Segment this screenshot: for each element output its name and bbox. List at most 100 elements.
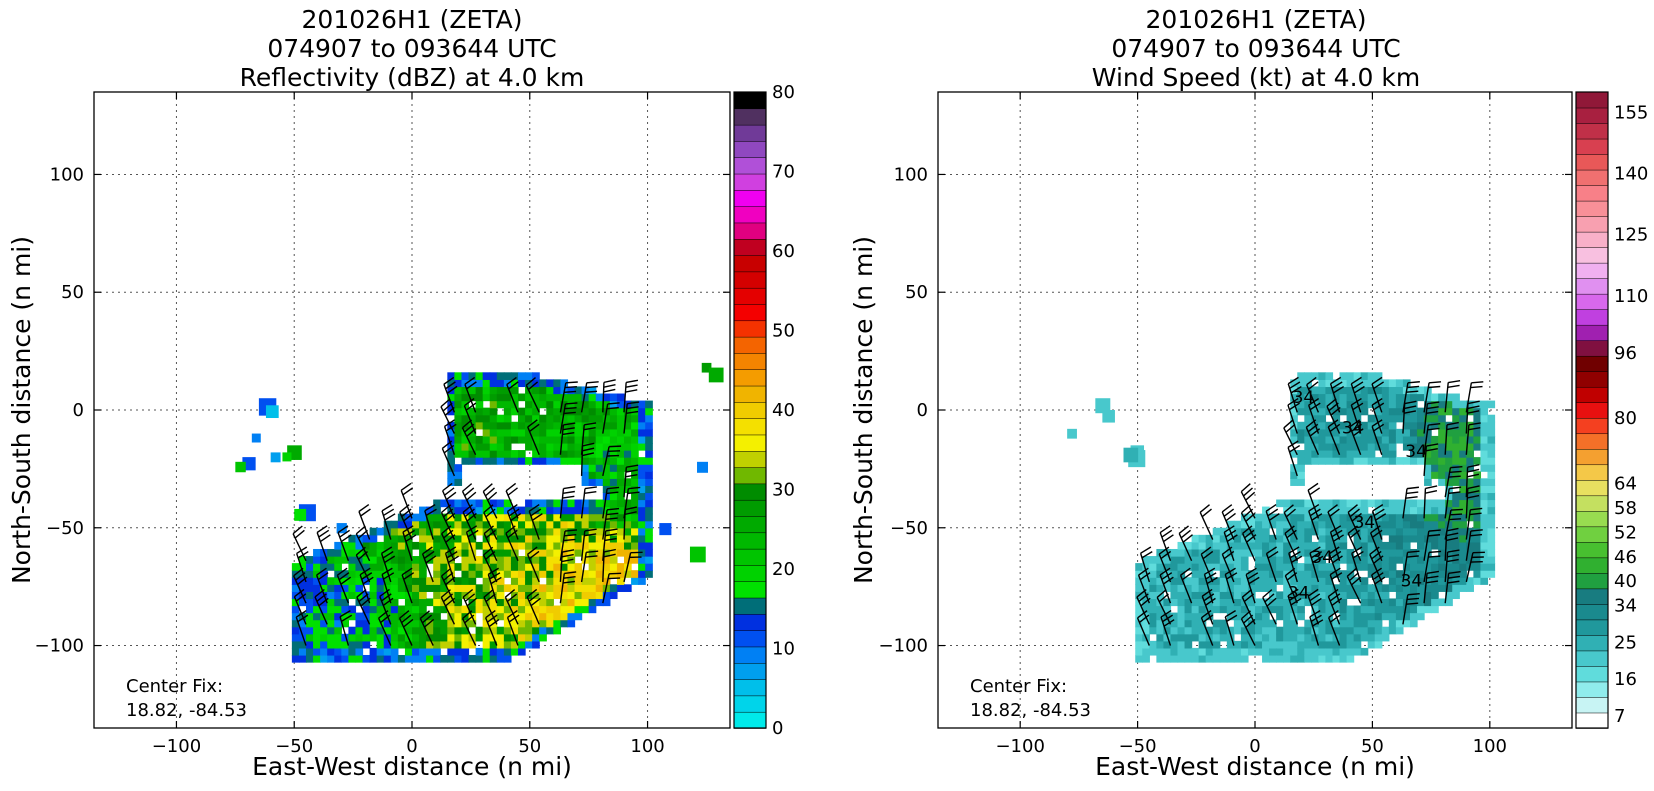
- field-cell: [1431, 591, 1439, 599]
- field-cell: [1438, 415, 1446, 423]
- field-cell: [454, 655, 462, 663]
- field-cell: [1396, 535, 1404, 543]
- field-cell: [461, 570, 469, 578]
- wind-barb-flag: [587, 382, 599, 383]
- field-cell: [1340, 549, 1348, 557]
- field-cell: [327, 563, 335, 571]
- field-cell: [1473, 514, 1481, 522]
- field-cell: [1361, 584, 1369, 592]
- reflectivity-panel: 201026H1 (ZETA) 074907 to 093644 UTC Ref…: [7, 5, 795, 781]
- field-cell: [1297, 429, 1305, 437]
- field-cell: [454, 500, 462, 508]
- field-cell: [645, 535, 653, 543]
- field-cell: [1403, 542, 1411, 550]
- field-cell: [461, 584, 469, 592]
- field-cell: [1213, 584, 1221, 592]
- field-cell: [518, 606, 526, 614]
- field-cell: [645, 478, 653, 486]
- field-cell: [476, 591, 484, 599]
- field-cell: [461, 542, 469, 550]
- field-cell: [1438, 401, 1446, 409]
- field-cell: [1382, 634, 1390, 642]
- field-cell: [589, 598, 597, 606]
- field-cell: [1375, 613, 1383, 621]
- field-cell: [1347, 394, 1355, 402]
- field-cell: [490, 457, 498, 465]
- field-cell: [546, 584, 554, 592]
- field-cell: [419, 648, 427, 656]
- colorbar-swatch: [734, 679, 766, 696]
- field-cell: [497, 542, 505, 550]
- field-cell: [1297, 514, 1305, 522]
- field-cell: [697, 462, 708, 473]
- field-cell: [1368, 415, 1376, 423]
- field-cell: [1417, 613, 1425, 621]
- colorbar-swatch: [734, 418, 766, 435]
- field-cell: [638, 577, 646, 585]
- field-cell: [1361, 606, 1369, 614]
- field-cell: [320, 627, 328, 635]
- field-cell: [1459, 507, 1467, 515]
- field-cell: [412, 521, 420, 529]
- field-cell: [1318, 606, 1326, 614]
- colorbar-tick-label: 80: [772, 82, 795, 103]
- field-cell: [1178, 606, 1186, 614]
- wind-barb-flag: [565, 408, 577, 409]
- field-cell: [539, 563, 547, 571]
- field-cell: [617, 500, 625, 508]
- field-cell: [1480, 535, 1488, 543]
- wind-barb-flag: [1471, 382, 1483, 383]
- field-cell: [1318, 415, 1326, 423]
- field-cell: [1487, 415, 1495, 423]
- colorbar-tick-label: 0: [772, 718, 783, 739]
- field-cell: [553, 457, 561, 465]
- field-cell: [1276, 500, 1284, 508]
- field-cell: [504, 443, 512, 451]
- field-cell: [1403, 429, 1411, 437]
- field-cell: [589, 514, 597, 522]
- field-cell: [483, 415, 491, 423]
- field-cell: [1389, 535, 1397, 543]
- field-cell: [617, 457, 625, 465]
- field-cell: [1340, 641, 1348, 649]
- field-cell: [1375, 634, 1383, 642]
- field-cell: [377, 634, 385, 642]
- field-cell: [476, 443, 484, 451]
- colorbar-swatch: [1576, 201, 1608, 217]
- field-cell: [1354, 620, 1362, 628]
- field-cell: [631, 514, 639, 522]
- field-cell: [1192, 598, 1200, 606]
- field-cell: [1452, 542, 1460, 550]
- colorbar-tick-label: 20: [772, 559, 795, 580]
- field-cell: [1389, 500, 1397, 508]
- field-cell: [1311, 655, 1319, 663]
- field-cell: [497, 627, 505, 635]
- field-cell: [511, 436, 519, 444]
- field-cell: [419, 570, 427, 578]
- field-cell: [419, 606, 427, 614]
- field-cell: [1276, 627, 1284, 635]
- field-cell: [539, 556, 547, 564]
- field-cell: [1396, 528, 1404, 536]
- field-cell: [412, 641, 420, 649]
- field-cell: [518, 648, 526, 656]
- field-cell: [1361, 591, 1369, 599]
- wind-barb-flag: [625, 390, 637, 392]
- field-cell: [1361, 620, 1369, 628]
- field-cell: [497, 386, 505, 394]
- field-cell: [1185, 634, 1193, 642]
- field-cell: [1389, 613, 1397, 621]
- field-cell: [511, 648, 519, 656]
- field-cell: [497, 500, 505, 508]
- field-cell: [546, 542, 554, 550]
- field-cell: [1156, 634, 1164, 642]
- field-cell: [1156, 648, 1164, 656]
- field-cell: [1480, 485, 1488, 493]
- field-cell: [476, 394, 484, 402]
- field-cell: [567, 542, 575, 550]
- field-cell: [1361, 394, 1369, 402]
- field-cell: [363, 641, 371, 649]
- field-cell: [370, 606, 378, 614]
- field-cell: [1262, 613, 1270, 621]
- field-cell: [1067, 429, 1077, 439]
